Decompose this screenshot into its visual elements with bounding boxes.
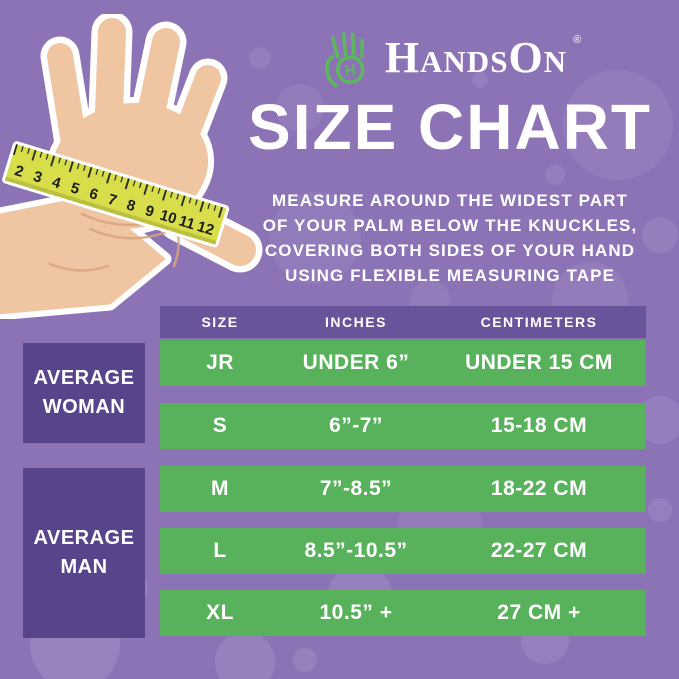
tape-number: 11 — [177, 212, 197, 233]
group-label-line: WOMAN — [42, 396, 126, 418]
table-row-jr: JR UNDER 6” UNDER 15 CM — [160, 340, 646, 386]
cell-size: L — [213, 539, 227, 562]
cell-size: S — [212, 414, 228, 437]
tape-number: 12 — [195, 218, 216, 239]
cell-size: XL — [206, 601, 234, 624]
group-label-average-man: AVERAGE MAN — [23, 468, 145, 638]
brand-name: HandsOn — [384, 33, 568, 82]
table-row-s: S 6”-7” 15-18 CM — [160, 403, 646, 449]
measuring-instructions: MEASURE AROUND THE WIDEST PART OF YOUR P… — [230, 188, 670, 288]
cell-centimeters: 27 CM + — [497, 601, 581, 624]
cell-inches: 10.5” + — [319, 601, 393, 624]
group-label-line: MAN — [60, 556, 108, 578]
column-header-centimeters: CENTIMETERS — [480, 314, 598, 330]
registered-trademark-mark: ® — [573, 34, 582, 46]
group-label-line: AVERAGE — [33, 527, 135, 549]
brand-logo: H HandsOn ® — [225, 28, 675, 88]
instruction-line-3: COVERING BOTH SIDES OF YOUR HAND — [264, 241, 636, 260]
cell-size: M — [211, 477, 229, 500]
instruction-line-2: OF YOUR PALM BELOW THE KNUCKLES, — [262, 216, 638, 235]
hand-with-tape-graphic: 2 3 4 5 6 7 8 9 10 11 12 — [0, 14, 263, 319]
cell-centimeters: 18-22 CM — [490, 477, 588, 500]
column-header-size: SIZE — [201, 314, 239, 330]
cell-inches: 6”-7” — [329, 414, 383, 437]
cell-inches: 7”-8.5” — [319, 477, 393, 500]
group-label-line: AVERAGE — [33, 367, 135, 389]
table-header: SIZE INCHES CENTIMETERS — [160, 306, 646, 338]
cell-centimeters: 15-18 CM — [490, 414, 588, 437]
logo-monogram: H — [344, 62, 357, 80]
table-row-m: M 7”-8.5” 18-22 CM — [160, 466, 646, 512]
cell-inches: 8.5”-10.5” — [304, 539, 408, 562]
table-row-xl: XL 10.5” + 27 CM + — [160, 590, 646, 636]
cell-inches: UNDER 6” — [302, 351, 410, 374]
column-header-inches: INCHES — [325, 314, 387, 330]
table-row-l: L 8.5”-10.5” 22-27 CM — [160, 528, 646, 574]
page-title: SIZE CHART — [248, 91, 652, 163]
hand-logo-icon: H — [325, 32, 365, 88]
cell-centimeters: 22-27 CM — [490, 539, 588, 562]
cell-size: JR — [206, 351, 234, 374]
cell-centimeters: UNDER 15 CM — [465, 351, 613, 374]
hand-illustration: 2 3 4 5 6 7 8 9 10 11 12 — [0, 14, 270, 319]
tape-number: 10 — [158, 207, 179, 228]
instruction-line-1: MEASURE AROUND THE WIDEST PART — [272, 191, 628, 210]
group-label-average-woman: AVERAGE WOMAN — [23, 343, 145, 443]
instruction-line-4: USING FLEXIBLE MEASURING TAPE — [284, 266, 616, 285]
measuring-tape: 2 3 4 5 6 7 8 9 10 11 12 — [2, 141, 230, 248]
